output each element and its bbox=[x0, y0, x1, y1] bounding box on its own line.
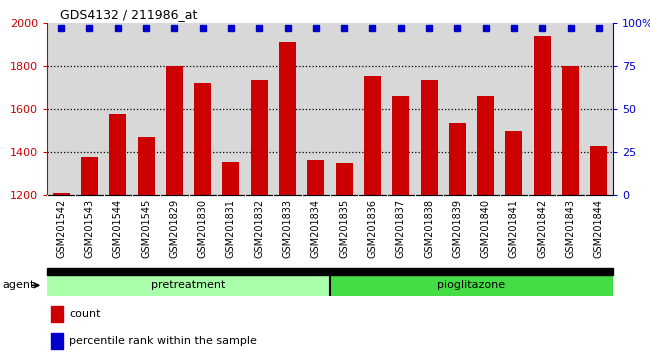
Bar bbox=[449, 123, 466, 195]
Bar bbox=[51, 306, 62, 322]
Bar bbox=[53, 193, 70, 195]
Bar bbox=[47, 275, 330, 296]
Bar bbox=[51, 333, 62, 349]
Bar bbox=[251, 80, 268, 195]
Text: GSM201843: GSM201843 bbox=[566, 199, 575, 258]
Bar bbox=[279, 42, 296, 195]
Text: GSM201543: GSM201543 bbox=[84, 199, 94, 258]
Text: GSM201835: GSM201835 bbox=[339, 199, 349, 258]
Text: count: count bbox=[69, 309, 101, 319]
Text: GSM201841: GSM201841 bbox=[509, 199, 519, 258]
Text: GSM201544: GSM201544 bbox=[112, 199, 123, 258]
Text: GSM201830: GSM201830 bbox=[198, 199, 207, 258]
Bar bbox=[562, 66, 579, 195]
Bar bbox=[222, 162, 239, 195]
Bar bbox=[421, 80, 437, 195]
Bar bbox=[194, 83, 211, 195]
Text: GSM201545: GSM201545 bbox=[141, 199, 151, 258]
Bar bbox=[506, 131, 523, 195]
Text: agent: agent bbox=[3, 280, 34, 290]
Text: GSM201832: GSM201832 bbox=[254, 199, 265, 258]
Bar bbox=[477, 96, 494, 195]
Text: GSM201844: GSM201844 bbox=[594, 199, 604, 258]
Text: GSM201833: GSM201833 bbox=[283, 199, 292, 258]
Text: GDS4132 / 211986_at: GDS4132 / 211986_at bbox=[60, 8, 198, 21]
Bar bbox=[166, 66, 183, 195]
Bar bbox=[47, 268, 613, 275]
Text: GSM201829: GSM201829 bbox=[170, 199, 179, 258]
Bar bbox=[590, 145, 607, 195]
Text: GSM201838: GSM201838 bbox=[424, 199, 434, 258]
Text: pretreatment: pretreatment bbox=[151, 280, 226, 290]
Text: GSM201842: GSM201842 bbox=[538, 199, 547, 258]
Bar bbox=[534, 36, 551, 195]
Bar bbox=[392, 96, 410, 195]
Bar bbox=[330, 275, 613, 296]
Text: GSM201834: GSM201834 bbox=[311, 199, 321, 258]
Bar bbox=[138, 137, 155, 195]
Text: pioglitazone: pioglitazone bbox=[437, 280, 506, 290]
Text: GSM201839: GSM201839 bbox=[452, 199, 462, 258]
Text: GSM201837: GSM201837 bbox=[396, 199, 406, 258]
Text: percentile rank within the sample: percentile rank within the sample bbox=[69, 336, 257, 346]
Text: GSM201542: GSM201542 bbox=[56, 199, 66, 258]
Bar bbox=[307, 160, 324, 195]
Text: GSM201836: GSM201836 bbox=[367, 199, 378, 258]
Text: GSM201840: GSM201840 bbox=[480, 199, 491, 258]
Text: GSM201831: GSM201831 bbox=[226, 199, 236, 258]
Bar bbox=[335, 163, 353, 195]
Bar bbox=[109, 114, 126, 195]
Bar bbox=[81, 158, 98, 195]
Bar bbox=[364, 76, 381, 195]
